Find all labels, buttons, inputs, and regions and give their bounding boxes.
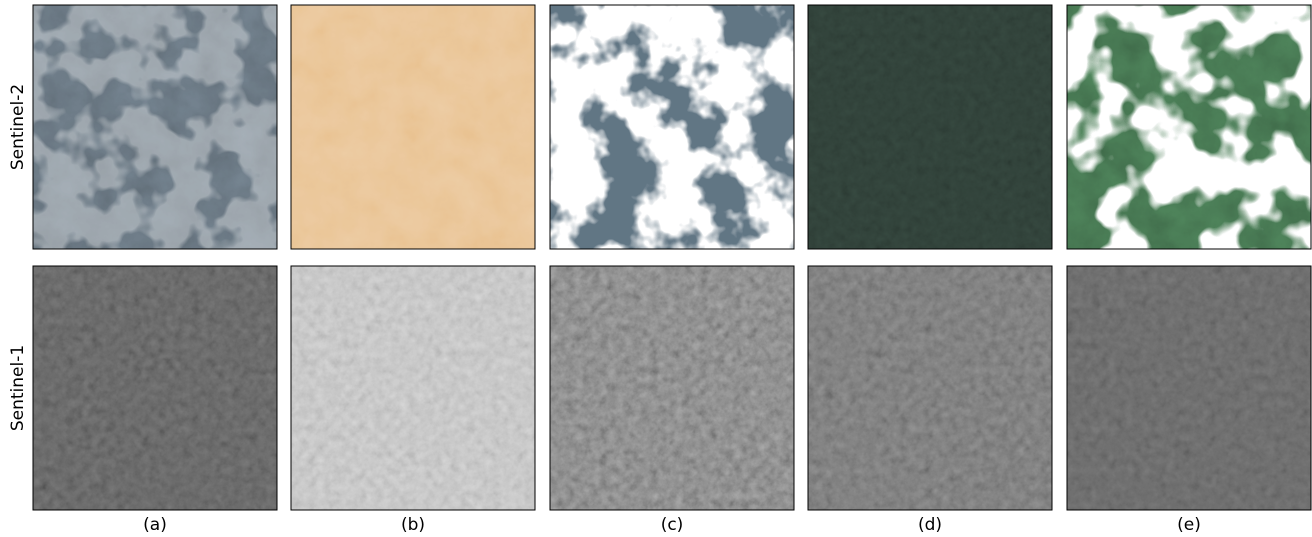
satellite-image xyxy=(1067,266,1311,510)
image-overlay xyxy=(33,5,277,249)
row-label: Sentinel-2 xyxy=(8,84,28,170)
image-texture xyxy=(550,266,794,510)
satellite-image xyxy=(291,266,535,510)
satellite-image xyxy=(33,266,277,510)
row-label: Sentinel-1 xyxy=(8,345,28,431)
image-texture xyxy=(1067,266,1311,510)
image-texture xyxy=(808,5,1052,249)
column-label: (c) xyxy=(661,515,684,535)
satellite-image xyxy=(550,266,794,510)
image-texture xyxy=(291,5,535,249)
satellite-image xyxy=(550,5,794,249)
image-overlay xyxy=(550,5,794,249)
satellite-image xyxy=(808,5,1052,249)
figure: Sentinel-2 Sentinel-1 (a) (b) (c) (d) (e) xyxy=(0,0,1312,537)
satellite-image xyxy=(1067,5,1311,249)
column-label: (d) xyxy=(918,515,942,535)
column-label: (b) xyxy=(401,515,425,535)
satellite-image xyxy=(808,266,1052,510)
satellite-image xyxy=(33,5,277,249)
page: Sentinel-2Sentinel-1(a)(b)(c)(d)(e) (() … xyxy=(0,0,1312,537)
column-label: (a) xyxy=(143,515,167,535)
panels xyxy=(33,5,1311,510)
image-overlay xyxy=(1067,5,1311,249)
image-texture xyxy=(33,266,277,510)
image-texture xyxy=(291,266,535,510)
column-label: (e) xyxy=(1177,515,1201,535)
satellite-image xyxy=(291,5,535,249)
image-texture xyxy=(808,266,1052,510)
